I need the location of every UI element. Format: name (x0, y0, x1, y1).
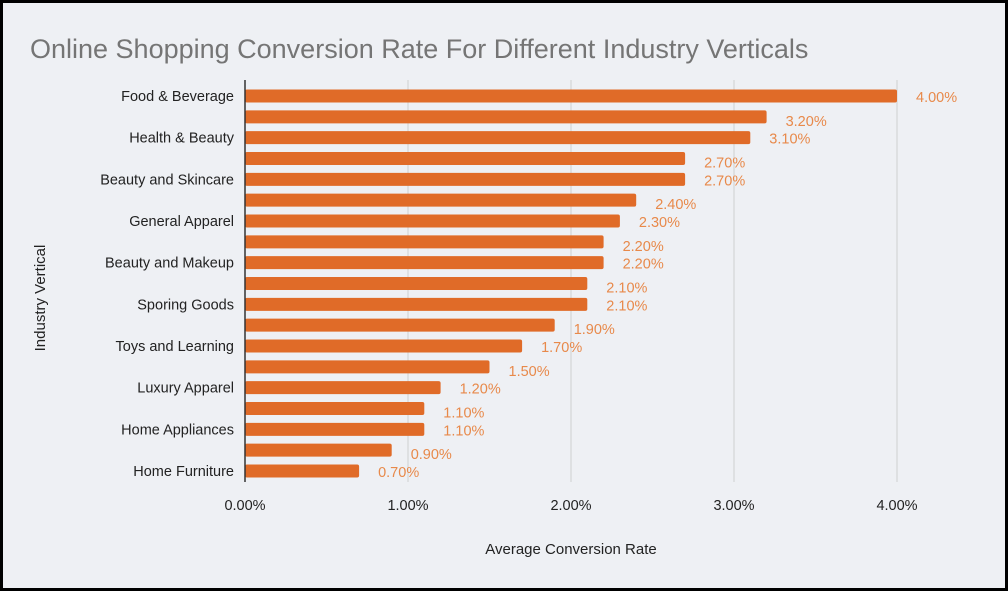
bar (245, 443, 392, 457)
data-label: 4.00% (916, 90, 957, 106)
data-label: 2.10% (606, 281, 647, 297)
bar (245, 297, 588, 311)
y-tick-label: Beauty and Skincare (100, 172, 234, 188)
bar (245, 381, 441, 395)
bar (245, 318, 555, 332)
x-axis-label: Average Conversion Rate (485, 541, 657, 558)
y-tick-label: Toys and Learning (116, 339, 235, 355)
bar (245, 172, 686, 186)
y-tick-label: Home Furniture (133, 464, 234, 480)
x-tick-label: 0.00% (224, 498, 265, 514)
y-tick-label: Home Appliances (121, 422, 234, 438)
bar (245, 360, 490, 374)
bar (245, 277, 588, 290)
chart-title: Online Shopping Conversion Rate For Diff… (30, 34, 808, 64)
data-label: 2.70% (704, 156, 745, 172)
bar (245, 339, 523, 353)
data-label: 3.20% (786, 114, 827, 130)
data-label: 1.90% (574, 322, 615, 338)
x-tick-label: 3.00% (713, 498, 754, 514)
x-tick-label: 2.00% (550, 498, 591, 514)
data-label: 2.40% (655, 197, 696, 213)
bar (245, 422, 425, 436)
bar (245, 235, 604, 249)
data-label: 1.70% (541, 340, 582, 356)
data-label: 2.20% (623, 239, 664, 255)
y-tick-label: Sporing Goods (137, 297, 234, 313)
data-label: 2.10% (606, 298, 647, 314)
data-label: 3.10% (769, 132, 810, 148)
data-label: 2.20% (623, 257, 664, 273)
data-label: 2.70% (704, 173, 745, 189)
bar (245, 193, 637, 207)
x-tick-label: 4.00% (876, 498, 917, 514)
bar (245, 152, 686, 165)
bar (245, 256, 604, 270)
bar (245, 131, 751, 145)
y-axis-label: Industry Vertical (32, 245, 49, 352)
bar (245, 402, 425, 415)
y-tick-label: Health & Beauty (129, 131, 235, 147)
bar (245, 89, 897, 103)
y-tick-label: Food & Beverage (121, 89, 234, 105)
data-label: 1.50% (509, 364, 550, 380)
y-tick-label: Luxury Apparel (137, 381, 234, 397)
y-tick-label: Beauty and Makeup (105, 256, 234, 272)
x-tick-label: 1.00% (387, 498, 428, 514)
data-label: 0.90% (411, 447, 452, 463)
bar (245, 110, 767, 124)
data-label: 0.70% (378, 465, 419, 481)
data-label: 1.10% (443, 406, 484, 422)
bar (245, 464, 360, 478)
bar (245, 214, 620, 228)
data-label: 2.30% (639, 215, 680, 231)
data-label: 1.10% (443, 423, 484, 439)
data-label: 1.20% (460, 382, 501, 398)
y-tick-label: General Apparel (129, 214, 234, 230)
